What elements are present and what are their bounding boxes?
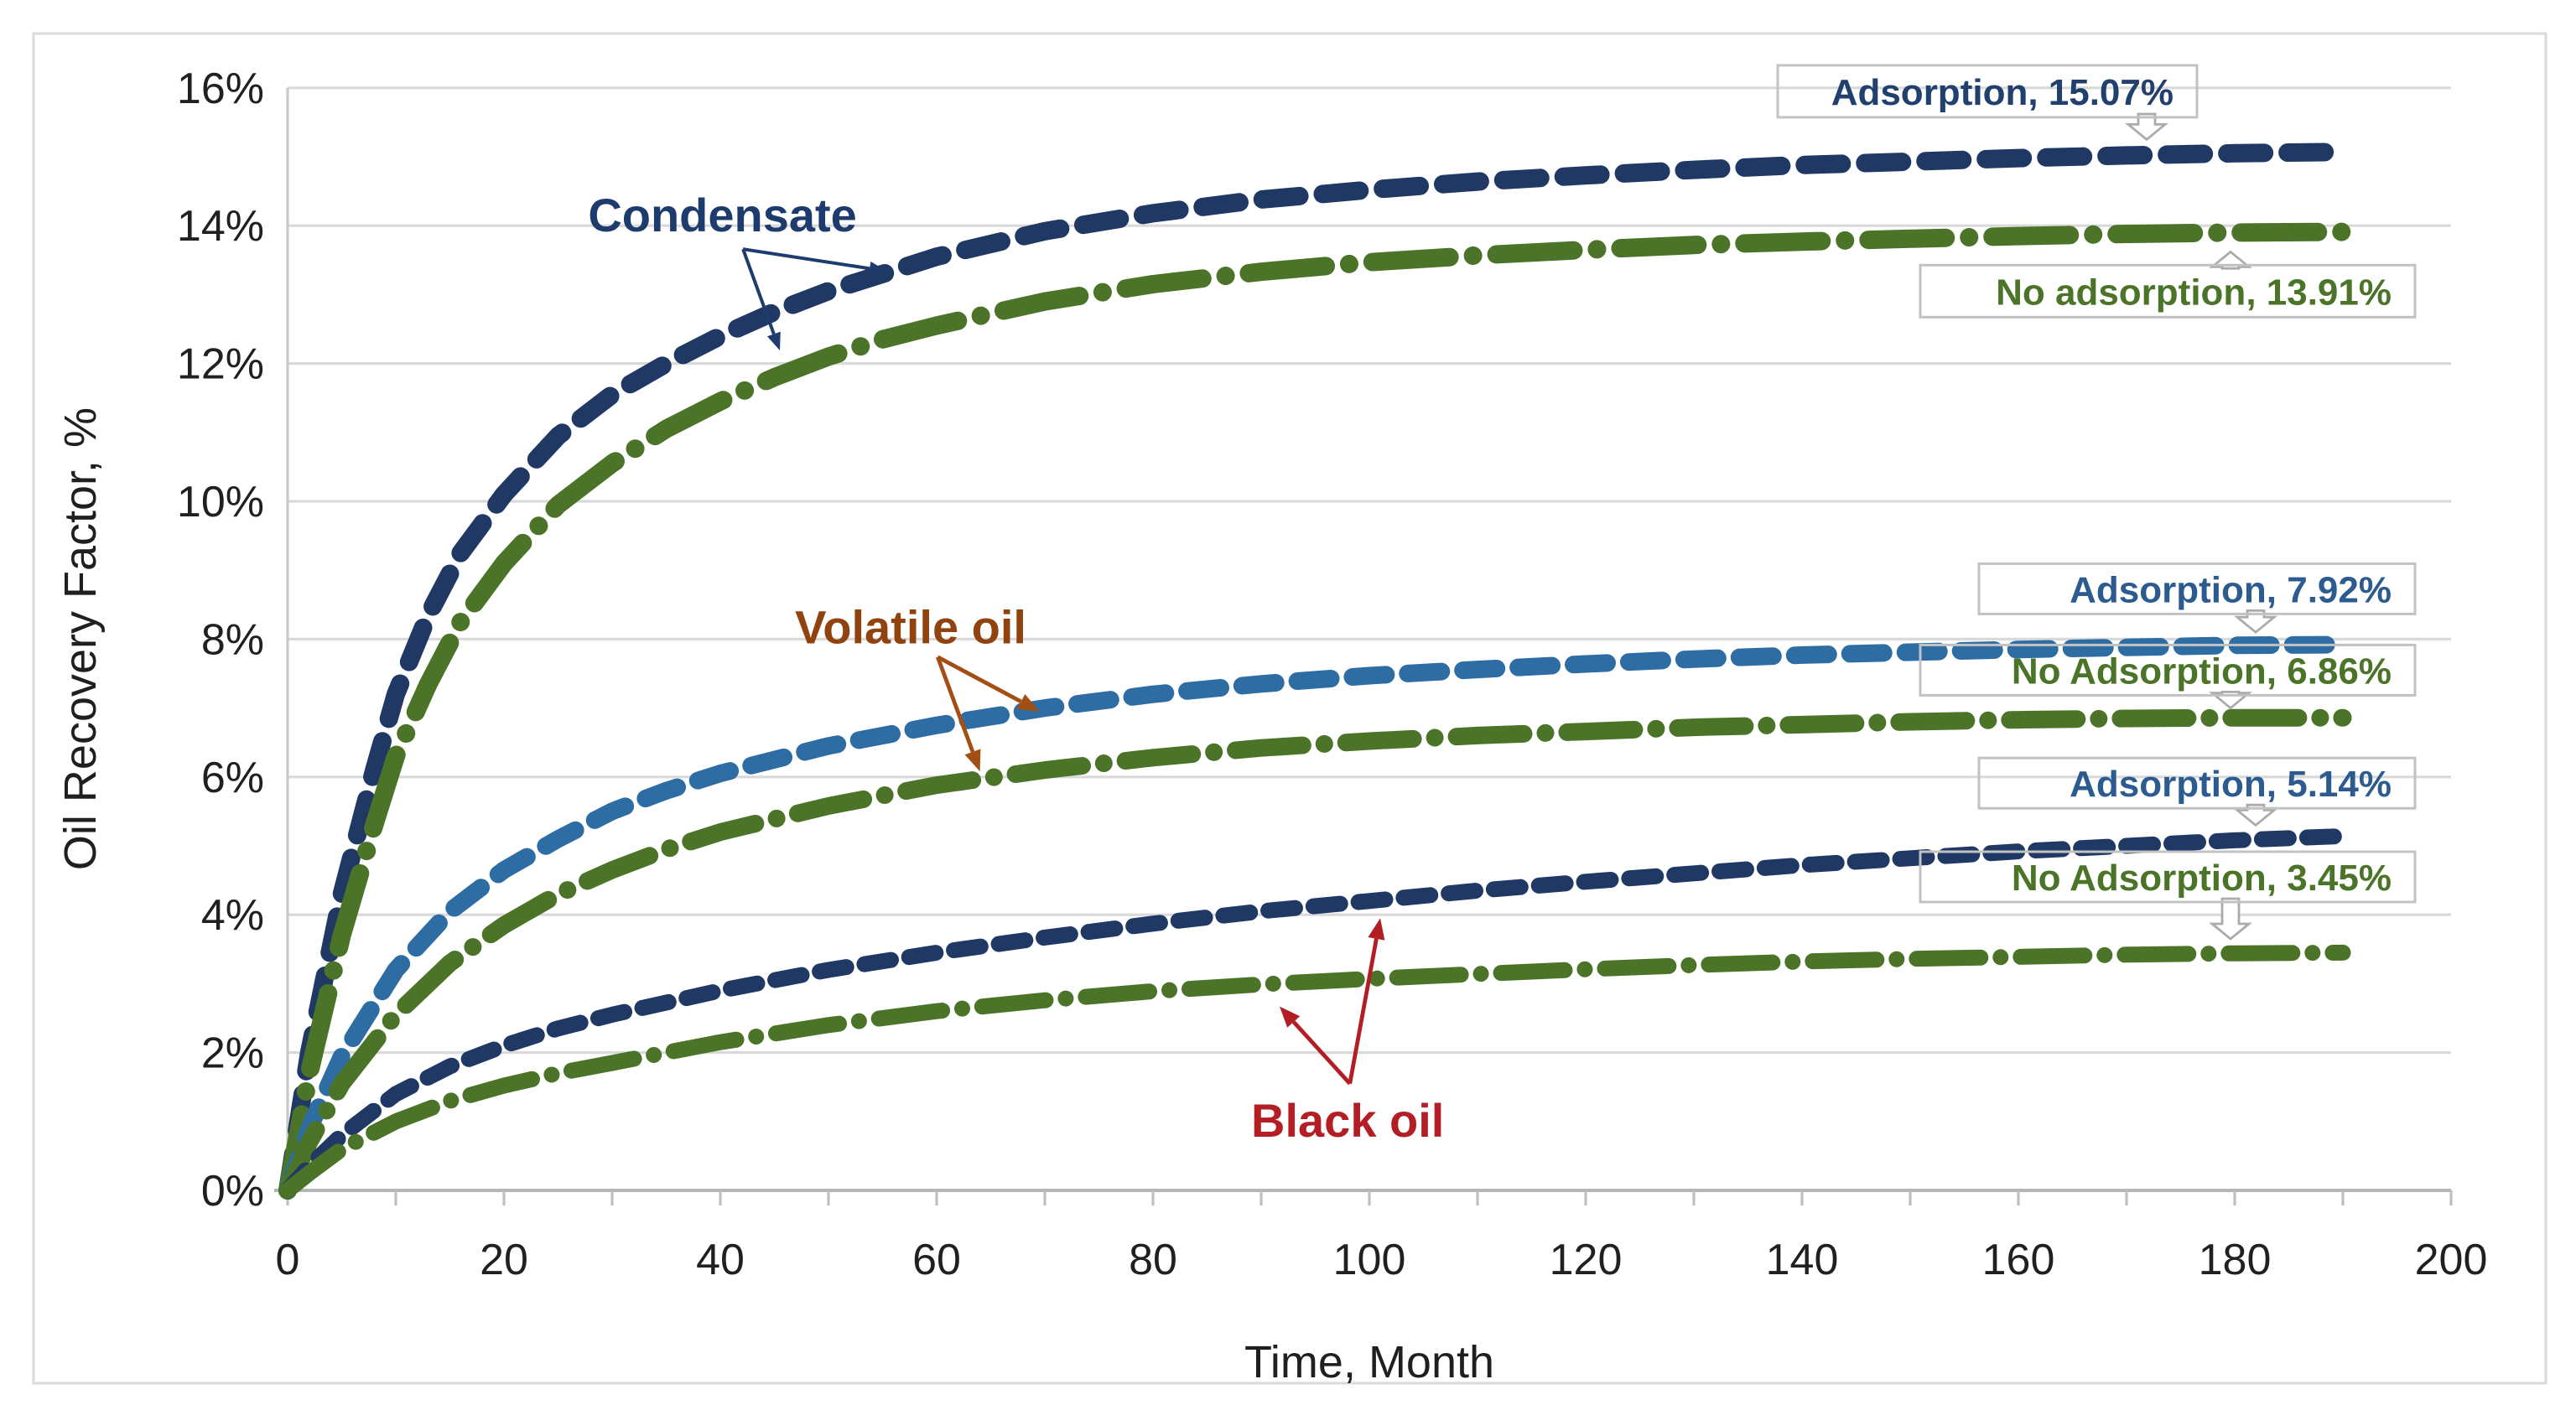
label-black-oil-text: Black oil [1251, 1094, 1444, 1147]
callout-text: Adsorption, 5.14% [2070, 764, 2392, 805]
y-tick-label-8%: 8% [201, 615, 264, 664]
label-volatile-oil-arrow-1-head-icon [964, 749, 981, 772]
y-tick-label-0%: 0% [201, 1167, 264, 1216]
y-tick-label-14%: 14% [177, 202, 264, 251]
y-tick-label-16%: 16% [177, 65, 264, 113]
label-volatile-oil-arrow-0-head-icon [1016, 694, 1040, 712]
x-tick-label-140: 140 [1766, 1236, 1839, 1284]
callout-box [1776, 64, 2199, 119]
callout-condensate-no-adsorption-value: No adsorption, 13.91% [1919, 250, 2417, 319]
callout-pointer-down-icon [2125, 112, 2168, 142]
callout-volatile-no-adsorption-value: No Adsorption, 6.86% [1919, 643, 2417, 710]
callout-box [1977, 562, 2417, 615]
series-volatile-no-adsorption [278, 708, 2352, 1200]
callout-condensate-adsorption-value: Adsorption, 15.07% [1776, 64, 2199, 142]
tick-labels: 0% 2% 4% 6% 8% 10% 12% 14% 16% 0 20 40 60 80 100 120 140… [177, 65, 2487, 1284]
axes [274, 87, 2453, 1205]
y-tick-label-10%: 10% [177, 478, 264, 526]
y-tick-label-6%: 6% [201, 754, 264, 802]
series-condensate-no-adsorption [278, 222, 2352, 1200]
x-tick-label-100: 100 [1333, 1236, 1406, 1284]
x-tick-label-60: 60 [912, 1236, 961, 1284]
label-condensate-arrow-0-line [742, 247, 870, 271]
callout-black-oil-adsorption-value: Adsorption, 5.14% [1977, 756, 2417, 827]
x-tick-label-80: 80 [1129, 1236, 1177, 1284]
callouts: Adsorption, 15.07% No adsorption, 13.91% A… [1776, 64, 2417, 941]
series-volatile-adsorption [278, 635, 2352, 1200]
callout-pointer-down-icon [2234, 803, 2277, 827]
figure-border [32, 32, 2547, 1385]
y-tick-label-12%: 12% [177, 340, 264, 389]
y-tick-label-2%: 2% [201, 1029, 264, 1078]
callout-box [1919, 850, 2417, 904]
fluid-labels: Condensate Volatile oil Black oil [588, 189, 1444, 1147]
callout-box [1919, 643, 2417, 697]
label-condensate-arrow-0-head-icon [868, 262, 887, 276]
label-black-oil-arrow-1-head-icon [1368, 918, 1385, 941]
x-axis-title: Time, Month [1244, 1337, 1495, 1387]
x-tick-label-160: 160 [1982, 1236, 2055, 1284]
series-black-oil-adsorption [279, 827, 2351, 1199]
x-tick-label-180: 180 [2199, 1236, 2272, 1284]
label-volatile-oil: Volatile oil [795, 601, 1040, 772]
callout-text: Adsorption, 7.92% [2070, 569, 2392, 610]
callout-box [1977, 756, 2417, 810]
label-black-oil-arrow-1-line [1348, 938, 1379, 1085]
callout-black-oil-no-adsorption-value: No Adsorption, 3.45% [1919, 850, 2417, 941]
y-tick-label-4%: 4% [201, 891, 264, 940]
label-volatile-oil-arrow-1-line [936, 656, 975, 753]
series-condensate-adsorption [278, 143, 2352, 1200]
callout-text: No adsorption, 13.91% [1996, 272, 2392, 313]
label-condensate: Condensate [588, 189, 887, 350]
y-axis-title: Oil Recovery Factor, % [55, 407, 106, 871]
x-tick-label-20: 20 [480, 1236, 528, 1284]
label-black-oil-arrow-0-line [1291, 1020, 1352, 1086]
callout-volatile-adsorption-value: Adsorption, 7.92% [1977, 562, 2417, 635]
callout-text: No Adsorption, 3.45% [2012, 858, 2392, 899]
series [278, 143, 2352, 1200]
label-condensate-text: Condensate [588, 189, 857, 241]
callout-text: No Adsorption, 6.86% [2012, 651, 2392, 692]
label-volatile-oil-text: Volatile oil [795, 601, 1026, 654]
label-condensate-arrow-1-line [741, 248, 776, 335]
x-tick-label-40: 40 [696, 1236, 745, 1284]
x-tick-label-0: 0 [276, 1236, 300, 1284]
label-black-oil: Black oil [1251, 918, 1444, 1147]
callout-pointer-down-icon [2234, 609, 2277, 635]
callout-text: Adsorption, 15.07% [1831, 72, 2174, 113]
series-black-oil-no-adsorption [279, 944, 2351, 1199]
label-volatile-oil-arrow-0-line [937, 655, 1022, 704]
label-black-oil-arrow-0-head-icon [1280, 1006, 1301, 1028]
callout-box [1919, 263, 2417, 319]
x-tick-label-120: 120 [1550, 1236, 1623, 1284]
x-tick-label-200: 200 [2415, 1236, 2488, 1284]
label-condensate-arrow-1-head-icon [767, 331, 781, 350]
